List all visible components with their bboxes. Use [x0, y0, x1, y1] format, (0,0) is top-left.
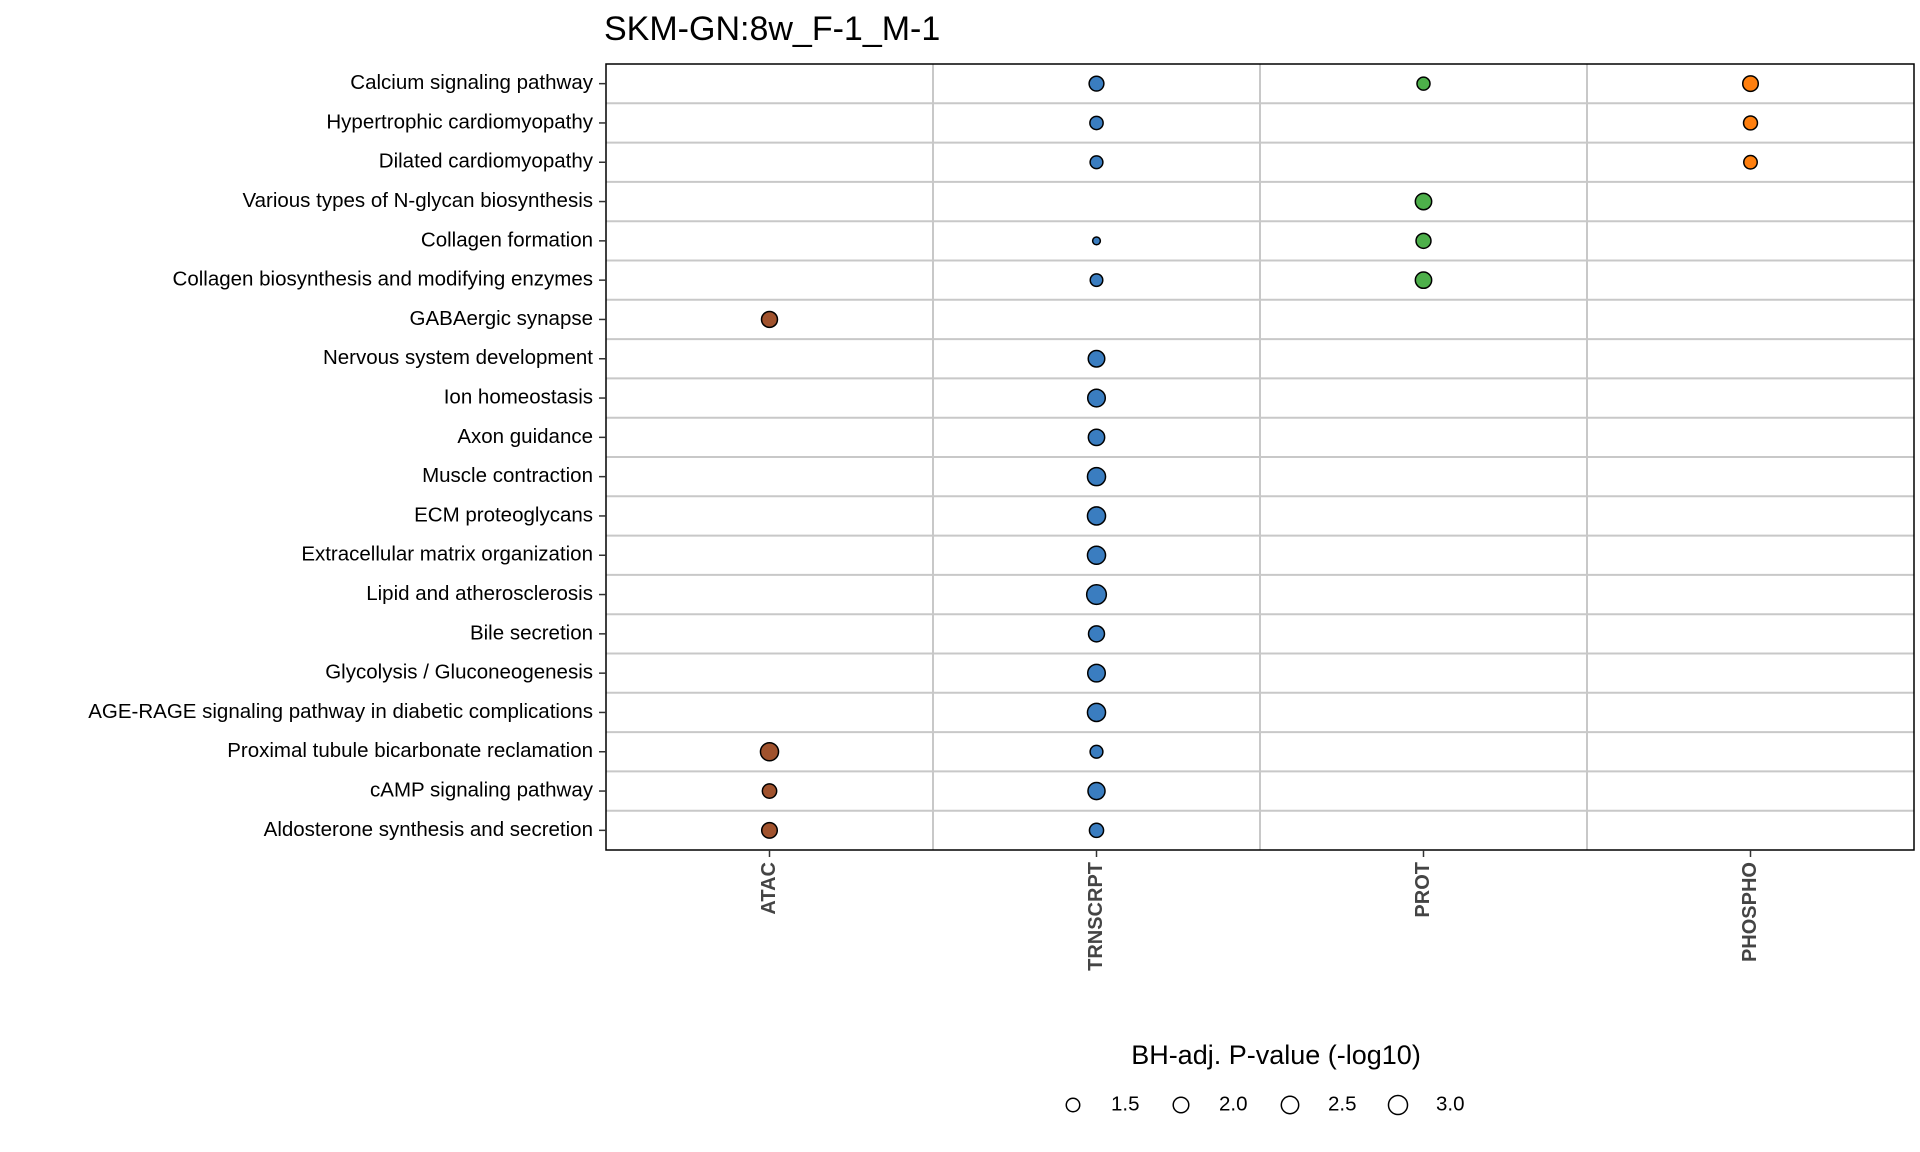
y-tick-label: Aldosterone synthesis and secretion	[264, 818, 593, 841]
x-tick-label: TRNSCRPT	[1085, 862, 1107, 971]
chart-title: SKM-GN:8w_F-1_M-1	[604, 10, 940, 48]
y-tick-label: GABAergic synapse	[410, 307, 593, 330]
grid-lines	[606, 64, 1914, 850]
data-point	[1416, 76, 1431, 91]
legend-size-circle	[1065, 1097, 1081, 1113]
data-point	[760, 821, 779, 839]
y-tick-label: Hypertrophic cardiomyopathy	[326, 110, 593, 133]
y-tick-label: Muscle contraction	[422, 464, 593, 487]
legend-items: 1.5 2.0 2.5 3.0	[1065, 1092, 1465, 1116]
y-tick-label: Lipid and atherosclerosis	[366, 582, 593, 605]
data-point	[1089, 155, 1104, 170]
data-point	[1087, 428, 1106, 447]
legend-size-circle	[1280, 1095, 1300, 1115]
y-tick-label: Nervous system development	[323, 346, 593, 369]
data-point	[760, 310, 779, 329]
data-point	[1086, 506, 1107, 526]
legend-size-circle	[1172, 1096, 1190, 1114]
data-point	[1414, 192, 1433, 211]
y-tick-label: Axon guidance	[457, 425, 593, 448]
y-tick-label: Dilated cardiomyopathy	[379, 150, 594, 173]
data-point	[1086, 466, 1107, 487]
data-point	[1086, 663, 1107, 683]
data-point	[1087, 781, 1106, 801]
data-points	[759, 75, 1760, 839]
data-point	[1087, 625, 1106, 643]
y-tick-label: ECM proteoglycans	[414, 503, 593, 526]
data-point	[1086, 545, 1107, 566]
data-point	[1741, 75, 1760, 93]
data-point	[761, 783, 778, 799]
data-point	[759, 741, 780, 762]
y-tick-label: Proximal tubule bicarbonate reclamation	[227, 739, 593, 762]
size-legend: BH-adj. P-value (-log10) 1.5 2.0 2.5 3.0	[1065, 1040, 1465, 1116]
legend-size-circle	[1387, 1094, 1409, 1116]
y-tick-label: Collagen biosynthesis and modifying enzy…	[173, 268, 593, 291]
data-point	[1087, 349, 1106, 368]
data-point	[1085, 583, 1108, 606]
legend-size-label: 2.5	[1328, 1092, 1357, 1115]
x-tick-label: PROT	[1412, 862, 1434, 918]
data-point	[1091, 236, 1102, 246]
y-tick-label: Various types of N-glycan biosynthesis	[242, 189, 593, 212]
legend-size-label: 2.0	[1219, 1092, 1248, 1115]
data-point	[1415, 232, 1432, 250]
data-point	[1742, 115, 1759, 131]
legend-size-label: 3.0	[1436, 1092, 1465, 1115]
x-tick-label: ATAC	[758, 862, 780, 915]
data-point	[1089, 744, 1104, 759]
data-point	[1089, 115, 1104, 131]
x-tick-label: PHOSPHO	[1739, 862, 1761, 962]
y-tick-label: Collagen formation	[421, 228, 593, 251]
y-tick-label: Calcium signaling pathway	[350, 71, 593, 94]
y-tick-label: Bile secretion	[470, 621, 593, 644]
plot-panel-border	[605, 63, 1915, 851]
data-point	[1086, 702, 1107, 723]
data-point	[1743, 154, 1758, 170]
y-tick-label: AGE-RAGE signaling pathway in diabetic c…	[88, 700, 593, 723]
data-point	[1414, 271, 1433, 290]
data-point	[1088, 75, 1105, 92]
data-point	[1089, 273, 1104, 288]
y-tick-label: cAMP signaling pathway	[370, 778, 594, 801]
y-tick-label: Extracellular matrix organization	[301, 543, 593, 566]
data-point	[1088, 822, 1105, 839]
y-tick-label: Ion homeostasis	[444, 385, 593, 408]
x-axis-labels: ATAC TRNSCRPT PROT PHOSPHO	[758, 850, 1761, 971]
legend-title: BH-adj. P-value (-log10)	[1131, 1040, 1421, 1070]
legend-size-label: 1.5	[1111, 1092, 1140, 1115]
data-point	[1086, 388, 1107, 408]
y-tick-label: Glycolysis / Gluconeogenesis	[325, 661, 593, 684]
y-axis-labels: Calcium signaling pathway Hypertrophic ca…	[88, 71, 606, 841]
